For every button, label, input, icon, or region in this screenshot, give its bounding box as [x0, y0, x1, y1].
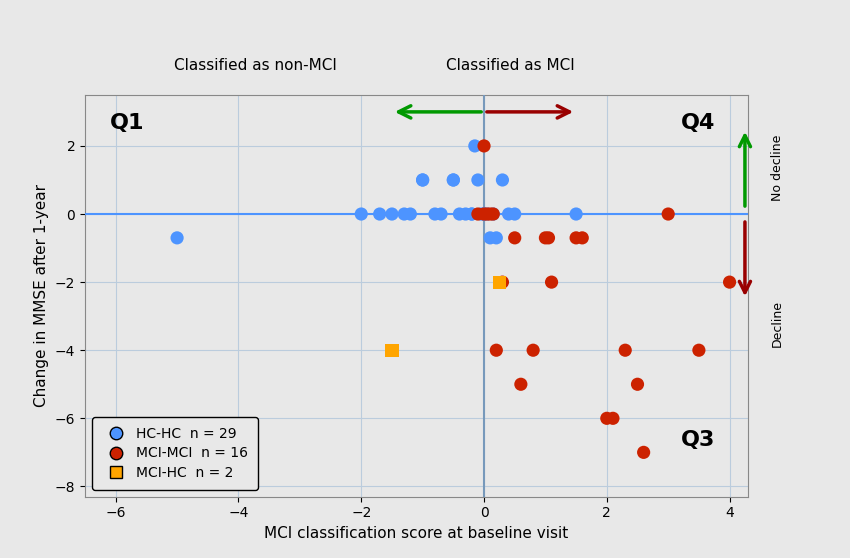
- Point: [575, 233, 589, 242]
- Point: [404, 210, 417, 219]
- Point: [477, 210, 490, 219]
- Point: [502, 210, 515, 219]
- Point: [496, 176, 509, 185]
- Point: [722, 278, 736, 287]
- Point: [606, 414, 620, 423]
- Point: [471, 176, 484, 185]
- Point: [434, 210, 448, 219]
- Text: Q2: Q2: [110, 430, 144, 450]
- Point: [465, 210, 479, 219]
- Legend: HC-HC  n = 29, MCI-MCI  n = 16, MCI-HC  n = 2: HC-HC n = 29, MCI-MCI n = 16, MCI-HC n =…: [92, 417, 258, 490]
- Text: No decline: No decline: [771, 134, 785, 200]
- Point: [637, 448, 650, 457]
- Point: [600, 414, 614, 423]
- Point: [477, 142, 490, 151]
- Point: [477, 210, 490, 219]
- Point: [471, 210, 484, 219]
- Point: [416, 176, 429, 185]
- Text: Classified as MCI: Classified as MCI: [445, 57, 575, 73]
- Point: [170, 233, 184, 242]
- Point: [486, 210, 500, 219]
- Point: [416, 176, 429, 185]
- Point: [480, 210, 494, 219]
- Point: [446, 176, 460, 185]
- Point: [526, 346, 540, 355]
- Point: [490, 233, 503, 242]
- Point: [508, 210, 522, 219]
- Point: [477, 210, 490, 219]
- Point: [508, 233, 522, 242]
- Point: [545, 278, 558, 287]
- Point: [619, 346, 632, 355]
- Point: [492, 278, 506, 287]
- Point: [539, 233, 552, 242]
- Text: Q1: Q1: [110, 113, 144, 133]
- Point: [490, 346, 503, 355]
- Point: [354, 210, 368, 219]
- Point: [474, 210, 488, 219]
- Text: Classified as non-MCI: Classified as non-MCI: [173, 57, 337, 73]
- Point: [468, 142, 482, 151]
- Point: [661, 210, 675, 219]
- Point: [570, 233, 583, 242]
- Point: [570, 210, 583, 219]
- Point: [453, 210, 467, 219]
- Point: [385, 346, 399, 355]
- Text: Decline: Decline: [771, 300, 785, 347]
- Point: [692, 346, 706, 355]
- Point: [385, 210, 399, 219]
- Point: [428, 210, 442, 219]
- Text: Q4: Q4: [681, 113, 715, 133]
- Point: [480, 210, 494, 219]
- Point: [631, 380, 644, 389]
- Point: [446, 176, 460, 185]
- Point: [484, 233, 497, 242]
- Y-axis label: Change in MMSE after 1-year: Change in MMSE after 1-year: [34, 184, 49, 407]
- Point: [541, 233, 555, 242]
- Point: [398, 210, 411, 219]
- Point: [486, 210, 500, 219]
- Point: [459, 210, 473, 219]
- Point: [496, 278, 509, 287]
- Point: [484, 210, 497, 219]
- Text: Q3: Q3: [681, 430, 715, 450]
- Point: [373, 210, 387, 219]
- Point: [465, 210, 479, 219]
- Point: [514, 380, 528, 389]
- X-axis label: MCI classification score at baseline visit: MCI classification score at baseline vis…: [264, 526, 569, 541]
